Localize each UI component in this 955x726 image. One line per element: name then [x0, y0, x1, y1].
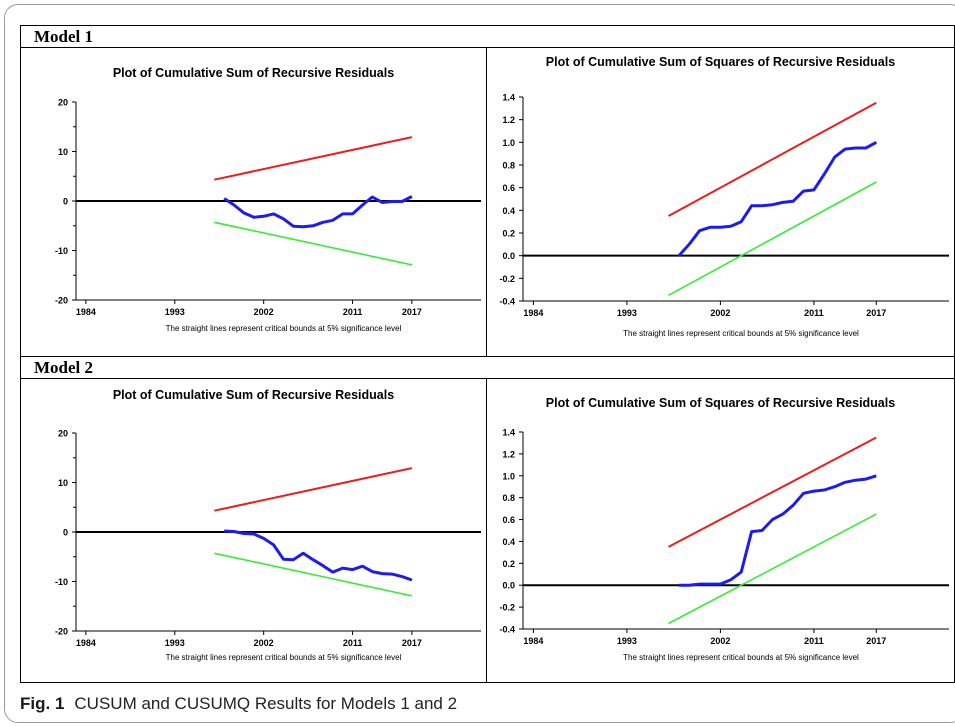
model-2-header: Model 2: [20, 356, 955, 379]
statistic-line: [224, 529, 413, 582]
y-tick-label: 10: [58, 147, 68, 157]
x-tick-label: 2002: [710, 636, 730, 646]
x-tick-label: 1984: [76, 638, 96, 648]
y-tick-label: 0.2: [502, 559, 515, 569]
y-tick-label: -0.4: [499, 297, 515, 307]
x-tick-label: 1984: [523, 308, 543, 318]
upper-bound-line: [214, 467, 413, 512]
chart-note: The straight lines represent critical bo…: [166, 653, 402, 662]
chart-note: The straight lines represent critical bo…: [623, 653, 859, 662]
y-tick-label: 20: [58, 429, 68, 439]
upper-bound-line: [668, 436, 877, 548]
y-tick-label: 0.8: [502, 493, 515, 503]
y-tick-label: 20: [58, 98, 68, 108]
y-tick-label: 1.0: [502, 138, 515, 148]
y-tick-label: 1.0: [502, 471, 515, 481]
x-tick-label: 2011: [343, 307, 363, 317]
chart-model2-cusumsq: Plot of Cumulative Sum of Squares of Rec…: [499, 396, 949, 662]
y-tick-label: -0.2: [499, 274, 515, 284]
x-tick-label: 2017: [402, 307, 422, 317]
x-tick-label: 2011: [804, 636, 824, 646]
chart-title: Plot of Cumulative Sum of Squares of Rec…: [546, 55, 895, 69]
chart-note: The straight lines represent critical bo…: [623, 329, 859, 338]
x-tick-label: 1984: [76, 307, 96, 317]
statistic-line: [678, 474, 877, 587]
panel-model2-cusumsq: Plot of Cumulative Sum of Squares of Rec…: [486, 378, 955, 683]
x-tick-label: 2017: [866, 636, 886, 646]
statistic-line: [677, 140, 878, 257]
panel-model2-cusum: Plot of Cumulative Sum of Recursive Resi…: [20, 378, 487, 683]
x-tick-label: 2011: [804, 308, 824, 318]
chart-note: The straight lines represent critical bo…: [166, 324, 402, 333]
x-tick-label: 2002: [254, 638, 274, 648]
y-tick-label: -10: [55, 577, 68, 587]
lower-bound-line: [214, 552, 413, 597]
y-tick-label: 0: [63, 528, 68, 538]
chart-model2-cusum: Plot of Cumulative Sum of Recursive Resi…: [55, 388, 481, 662]
y-tick-label: 0.0: [502, 251, 515, 261]
x-tick-label: 2011: [343, 638, 363, 648]
x-tick-label: 1993: [165, 638, 185, 648]
lower-bound-line: [214, 221, 413, 266]
y-tick-label: 0.4: [502, 206, 515, 216]
x-tick-label: 1993: [617, 308, 637, 318]
figure-frame: [4, 4, 955, 723]
y-tick-label: 0.0: [502, 581, 515, 591]
x-tick-label: 2002: [254, 307, 274, 317]
model-1-header: Model 1: [20, 25, 955, 48]
y-tick-label: 0.6: [502, 183, 515, 193]
y-tick-label: 1.2: [502, 449, 515, 459]
y-tick-label: -20: [55, 296, 68, 306]
figure-caption: Fig. 1 CUSUM and CUSUMQ Results for Model…: [20, 694, 457, 714]
y-tick-label: 10: [58, 478, 68, 488]
y-tick-label: -20: [55, 627, 68, 637]
y-tick-label: -0.2: [499, 603, 515, 613]
statistic-line: [223, 195, 413, 229]
y-tick-label: 1.4: [502, 428, 515, 438]
y-tick-label: 0.4: [502, 537, 515, 547]
chart-model1-cusumsq: Plot of Cumulative Sum of Squares of Rec…: [499, 55, 949, 338]
caption-text: CUSUM and CUSUMQ Results for Models 1 an…: [74, 694, 458, 713]
y-tick-label: -0.4: [499, 625, 515, 635]
panel-model1-cusumsq: Plot of Cumulative Sum of Squares of Rec…: [486, 47, 955, 357]
y-tick-label: 0.8: [502, 161, 515, 171]
panel-model1-cusum: Plot of Cumulative Sum of Recursive Resi…: [20, 47, 487, 357]
y-tick-label: 0.6: [502, 515, 515, 525]
y-tick-label: 1.4: [502, 93, 515, 103]
x-tick-label: 1993: [165, 307, 185, 317]
chart-title: Plot of Cumulative Sum of Squares of Rec…: [546, 396, 895, 410]
x-tick-label: 1984: [523, 636, 543, 646]
chart-title: Plot of Cumulative Sum of Recursive Resi…: [113, 66, 394, 80]
y-tick-label: 1.2: [502, 115, 515, 125]
chart-title: Plot of Cumulative Sum of Recursive Resi…: [113, 388, 394, 402]
x-tick-label: 1993: [617, 636, 637, 646]
y-tick-label: -10: [55, 246, 68, 256]
y-tick-label: 0.2: [502, 229, 515, 239]
upper-bound-line: [214, 136, 413, 181]
upper-bound-line: [668, 101, 877, 217]
x-tick-label: 2002: [710, 308, 730, 318]
caption-prefix: Fig. 1: [20, 694, 65, 713]
lower-bound-line: [668, 513, 877, 625]
chart-model1-cusum: Plot of Cumulative Sum of Recursive Resi…: [55, 66, 481, 333]
x-tick-label: 2017: [402, 638, 422, 648]
x-tick-label: 2017: [866, 308, 886, 318]
lower-bound-line: [668, 181, 877, 297]
y-tick-label: 0: [63, 197, 68, 207]
